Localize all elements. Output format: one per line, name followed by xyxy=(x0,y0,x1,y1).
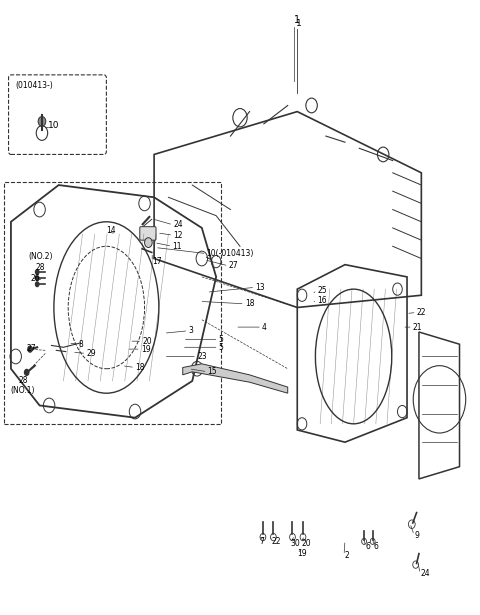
Circle shape xyxy=(35,281,39,287)
Text: 3: 3 xyxy=(189,327,193,335)
Text: 20: 20 xyxy=(142,336,152,346)
Circle shape xyxy=(144,238,152,247)
Text: 6: 6 xyxy=(365,542,370,551)
Text: 17: 17 xyxy=(152,257,162,266)
Text: 27: 27 xyxy=(26,344,36,353)
Text: 4: 4 xyxy=(262,323,267,331)
Text: 6: 6 xyxy=(373,542,379,551)
Text: 24: 24 xyxy=(173,220,183,229)
Text: 18: 18 xyxy=(135,363,144,372)
Circle shape xyxy=(35,269,39,275)
Text: 10: 10 xyxy=(48,121,59,130)
Text: 7: 7 xyxy=(259,537,264,546)
Polygon shape xyxy=(183,364,288,393)
Text: 14: 14 xyxy=(107,226,116,236)
Text: 12: 12 xyxy=(173,231,183,240)
Text: 23: 23 xyxy=(197,352,207,361)
Text: (010413-): (010413-) xyxy=(16,81,53,90)
FancyBboxPatch shape xyxy=(140,227,156,240)
Text: 19: 19 xyxy=(141,344,150,354)
Text: 24: 24 xyxy=(420,569,430,578)
Text: 9: 9 xyxy=(414,531,419,540)
Text: 25: 25 xyxy=(317,286,327,295)
Text: 18: 18 xyxy=(245,300,254,308)
Circle shape xyxy=(27,346,33,353)
Text: 28
(NO.1): 28 (NO.1) xyxy=(11,376,35,395)
Text: 1: 1 xyxy=(296,19,302,28)
Circle shape xyxy=(38,116,46,126)
Text: 8: 8 xyxy=(79,339,84,349)
Circle shape xyxy=(24,369,30,376)
Text: 29: 29 xyxy=(86,349,96,358)
Text: 20: 20 xyxy=(301,539,311,548)
Text: 11: 11 xyxy=(172,242,182,251)
Bar xyxy=(4,182,221,424)
Text: 26: 26 xyxy=(31,274,41,283)
Text: 5: 5 xyxy=(218,335,223,344)
Text: 2: 2 xyxy=(344,551,349,560)
Text: (NO.2)
28: (NO.2) 28 xyxy=(28,252,53,272)
Text: 16: 16 xyxy=(317,296,327,304)
Text: 13: 13 xyxy=(255,283,265,292)
Text: 22: 22 xyxy=(271,537,280,546)
Text: 1: 1 xyxy=(294,15,300,25)
Text: 30: 30 xyxy=(290,539,300,548)
Text: 27: 27 xyxy=(228,261,238,271)
Text: 5: 5 xyxy=(218,343,223,352)
Text: 22: 22 xyxy=(417,308,426,317)
Circle shape xyxy=(35,275,39,281)
Text: 21: 21 xyxy=(413,323,422,331)
Text: 10(-010413): 10(-010413) xyxy=(206,249,254,258)
Text: 15: 15 xyxy=(207,367,217,376)
Text: 19: 19 xyxy=(297,549,307,558)
